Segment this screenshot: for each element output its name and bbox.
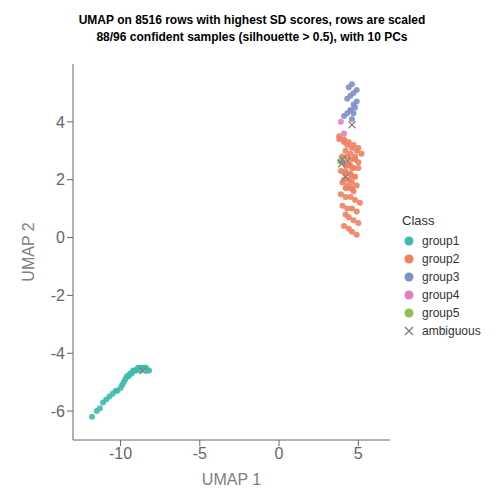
html-text:group1: group1 [422,233,460,248]
svg-text:4: 4 [56,114,65,131]
html-text:group5: group5 [422,305,460,320]
svg-text:UMAP 1: UMAP 1 [202,471,261,488]
svg-text:-4: -4 [51,345,65,362]
html-text:88/96 confident samples (silho: 88/96 confident samples (silhouette > 0.… [96,30,408,44]
html-text:ambiguous: ambiguous [422,323,481,338]
svg-text:-6: -6 [51,403,65,420]
svg-text:0: 0 [56,229,65,246]
html-text:group3: group3 [422,269,460,284]
html-text:group4: group4 [422,287,460,302]
html-text:UMAP on 8516 rows with highest: UMAP on 8516 rows with highest SD scores… [78,13,426,27]
svg-text:-5: -5 [193,445,207,462]
svg-text:2: 2 [56,171,65,188]
html-text:group2: group2 [422,251,460,266]
svg-text:-2: -2 [51,287,65,304]
svg-text:0: 0 [275,445,284,462]
svg-text:UMAP 2: UMAP 2 [20,222,37,281]
svg-text:5: 5 [354,445,363,462]
svg-text:-10: -10 [109,445,132,462]
html-text:Class: Class [402,212,435,228]
